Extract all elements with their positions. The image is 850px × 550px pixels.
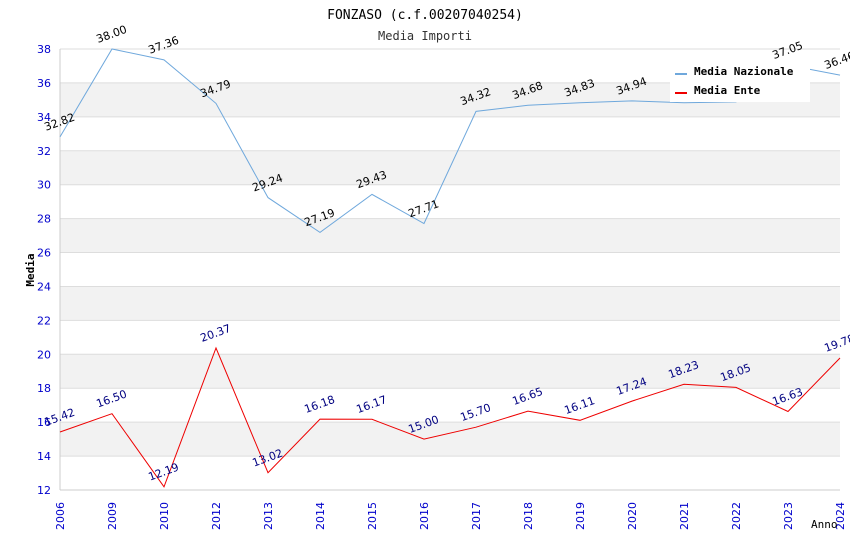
x-tick-label: 2021 (678, 502, 691, 530)
chart-subtitle: Media Importi (378, 29, 472, 43)
y-tick-label: 16 (37, 416, 51, 429)
y-tick-labels: 12 14 16 18 20 22 24 26 28 30 32 34 36 38 (37, 43, 51, 497)
series-line-media-ente (59, 346, 841, 488)
x-tick-label: 2024 (834, 502, 847, 530)
x-tick-label: 2014 (314, 502, 327, 530)
grid-band (60, 252, 840, 287)
grid-band (60, 286, 840, 321)
grid-band (60, 116, 840, 151)
grid-band (60, 422, 840, 457)
data-label: 38.00 (95, 23, 129, 46)
x-tick-label: 2006 (54, 502, 67, 530)
grid-band (60, 320, 840, 355)
x-tick-label: 2013 (262, 502, 275, 530)
x-tick-label: 2015 (366, 502, 379, 530)
grid-band (60, 218, 840, 253)
background-bands (60, 49, 840, 490)
x-tick-label: 2009 (106, 502, 119, 530)
x-tick-label: 2016 (418, 502, 431, 530)
x-tick-label: 2022 (730, 502, 743, 530)
x-tick-label: 2018 (522, 502, 535, 530)
series-line-media-nazionale (59, 48, 841, 234)
grid-band (60, 354, 840, 389)
x-tick-label: 2023 (782, 502, 795, 530)
y-tick-label: 28 (37, 213, 51, 226)
legend-label-media-ente: Media Ente (694, 84, 761, 97)
x-tick-label: 2010 (158, 502, 171, 530)
y-tick-label: 14 (37, 450, 51, 463)
y-tick-label: 20 (37, 348, 51, 361)
y-tick-label: 32 (37, 145, 51, 158)
x-axis-label: Anno (811, 518, 838, 531)
x-tick-label: 2017 (470, 502, 483, 530)
legend: Media Nazionale Media Ente (670, 60, 810, 102)
y-tick-label: 36 (37, 77, 51, 90)
x-tick-label: 2019 (574, 502, 587, 530)
y-tick-label: 22 (37, 314, 51, 327)
x-tick-labels: 2006 2009 2010 2012 2013 2014 2015 2016 2017 2018… (54, 502, 847, 530)
y-tick-label: 18 (37, 382, 51, 395)
y-tick-label: 24 (37, 280, 51, 293)
grid-band (60, 456, 840, 490)
y-tick-label: 30 (37, 179, 51, 192)
grid-band (60, 388, 840, 423)
legend-label-media-nazionale: Media Nazionale (694, 65, 794, 78)
chart-title: FONZASO (c.f.00207040254) (327, 8, 523, 23)
x-tick-label: 2020 (626, 502, 639, 530)
y-tick-label: 34 (37, 111, 51, 124)
y-tick-label: 12 (37, 484, 51, 497)
y-tick-label: 38 (37, 43, 51, 56)
series-lines (59, 48, 841, 488)
y-axis-label: Media (24, 253, 37, 286)
grid-band (60, 184, 840, 219)
x-tick-label: 2012 (210, 502, 223, 530)
legend-box (670, 60, 810, 102)
y-tick-label: 26 (37, 247, 51, 260)
